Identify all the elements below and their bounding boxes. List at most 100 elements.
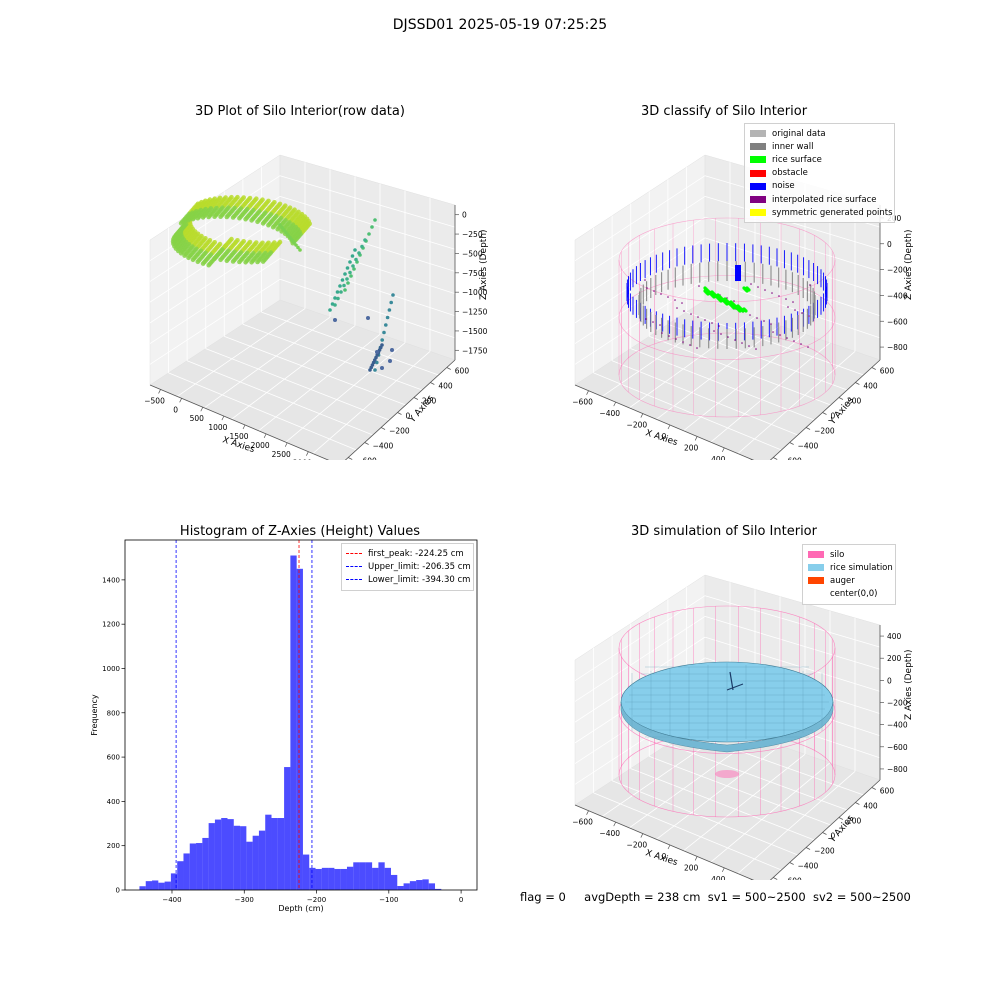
interpolated-point <box>801 312 803 314</box>
grid-line <box>285 342 406 443</box>
y-tick-label: −400 <box>373 442 394 451</box>
x-tick <box>242 424 246 430</box>
histogram-bar <box>183 853 190 890</box>
grid-line <box>279 175 456 228</box>
y-tick-label: 600 <box>107 754 120 762</box>
grid-line <box>656 325 781 420</box>
z-tick-label: −750 <box>462 269 483 278</box>
classify-legend-swatch <box>750 130 766 138</box>
interpolated-point <box>750 283 752 285</box>
x-tick <box>263 433 267 439</box>
y-tick-label: −400 <box>798 442 819 451</box>
x-tick-label: 200 <box>684 443 699 452</box>
grid-line <box>279 237 456 294</box>
y-tick-label: 200 <box>422 397 437 406</box>
interpolated-point <box>733 300 735 302</box>
x-tick <box>306 451 309 456</box>
classify-legend: original data inner wall rice surface obsta… <box>744 123 895 224</box>
grid-line <box>667 323 848 391</box>
x-tick-label: 400 <box>711 875 726 880</box>
interpolated-point <box>720 333 722 335</box>
x-tick-label: −400 <box>599 829 620 838</box>
raw-point <box>363 238 367 242</box>
histogram-legend-swatch <box>346 553 362 555</box>
raw-point <box>218 214 223 219</box>
interpolated-point <box>800 343 802 345</box>
y-tick-label: 600 <box>880 367 895 376</box>
z-tick-label: −800 <box>887 765 908 774</box>
raw-point <box>212 214 217 219</box>
grid-line <box>242 323 423 391</box>
x-tick <box>694 436 698 441</box>
sv2-value: sv2 = 500~2500 <box>812 890 911 904</box>
x-tick-label: 2000 <box>251 441 270 450</box>
raw-point <box>278 223 282 227</box>
grid-line <box>593 792 782 871</box>
histogram-bar <box>177 861 184 890</box>
z-tick-label: −800 <box>887 343 908 352</box>
grid-line <box>574 175 706 262</box>
classify-legend-swatch <box>750 143 766 151</box>
simulation-legend-swatch <box>808 564 824 572</box>
raw-point <box>354 257 358 262</box>
avg-depth-value: avgDepth = 238 cm <box>584 890 701 904</box>
grid-line <box>737 771 856 874</box>
raw-point <box>340 278 345 282</box>
x-tick-label: 500 <box>190 414 205 423</box>
simulation-legend-label: auger <box>830 575 855 586</box>
grid-line <box>149 258 281 344</box>
raw-point <box>230 215 236 220</box>
grid-line <box>205 348 390 421</box>
grid-line <box>704 237 881 294</box>
raw-point <box>178 251 184 256</box>
x-tick-label: −200 <box>627 421 648 430</box>
histogram-bar <box>227 819 234 890</box>
raw-point <box>350 254 355 258</box>
histogram-bar <box>397 886 404 890</box>
grid-line <box>574 595 706 682</box>
y-tick <box>789 442 794 445</box>
raw-point <box>353 248 357 252</box>
raw-point <box>375 360 379 365</box>
histogram-bar <box>296 568 303 890</box>
y-tick <box>822 412 827 415</box>
sv1-value: sv1 = 500~2500 <box>707 890 806 904</box>
raw-point <box>380 338 384 342</box>
raw-point <box>373 368 377 372</box>
raw-point <box>346 281 350 285</box>
raw-point <box>345 266 350 270</box>
raw-point <box>389 300 394 305</box>
interpolated-point <box>667 296 669 298</box>
classify-legend-label: rice surface <box>772 154 822 165</box>
raw-point <box>373 218 377 222</box>
raw-point <box>333 296 337 300</box>
raw-point <box>382 330 386 335</box>
grid-line <box>168 372 357 451</box>
raw-point <box>388 359 392 363</box>
raw-point <box>335 290 340 294</box>
interpolated-point <box>711 322 713 324</box>
classify-plot-title: 3D classify of Silo Interior <box>640 104 808 119</box>
simulation-3d-plot: −600−400−2000200400600−600−400−200020040… <box>572 574 914 880</box>
grid-line <box>649 336 831 406</box>
interpolated-point <box>756 317 758 319</box>
y-tick <box>413 397 419 400</box>
interpolated-point <box>681 302 683 304</box>
interpolated-point <box>792 301 794 303</box>
histogram-legend-label: Upper_limit: -206.35 cm <box>368 561 471 572</box>
x-tick-label: 0 <box>662 852 667 861</box>
plot-frame <box>124 539 478 891</box>
grid-line <box>704 595 881 648</box>
histogram-legend-label: Lower_limit: -394.30 cm <box>368 574 471 585</box>
z-tick-label: 200 <box>887 654 902 663</box>
y-tick-label: 0 <box>831 412 836 421</box>
raw-point <box>186 255 191 261</box>
grid-line <box>186 360 374 436</box>
interpolated-point <box>690 313 692 315</box>
y-tick-label: 800 <box>107 709 120 717</box>
raw-point <box>298 248 302 252</box>
z-tick-label: −1500 <box>462 327 488 336</box>
interpolated-point <box>727 336 729 338</box>
classify-legend-label: original data <box>772 128 826 139</box>
histogram-bar <box>208 823 215 890</box>
